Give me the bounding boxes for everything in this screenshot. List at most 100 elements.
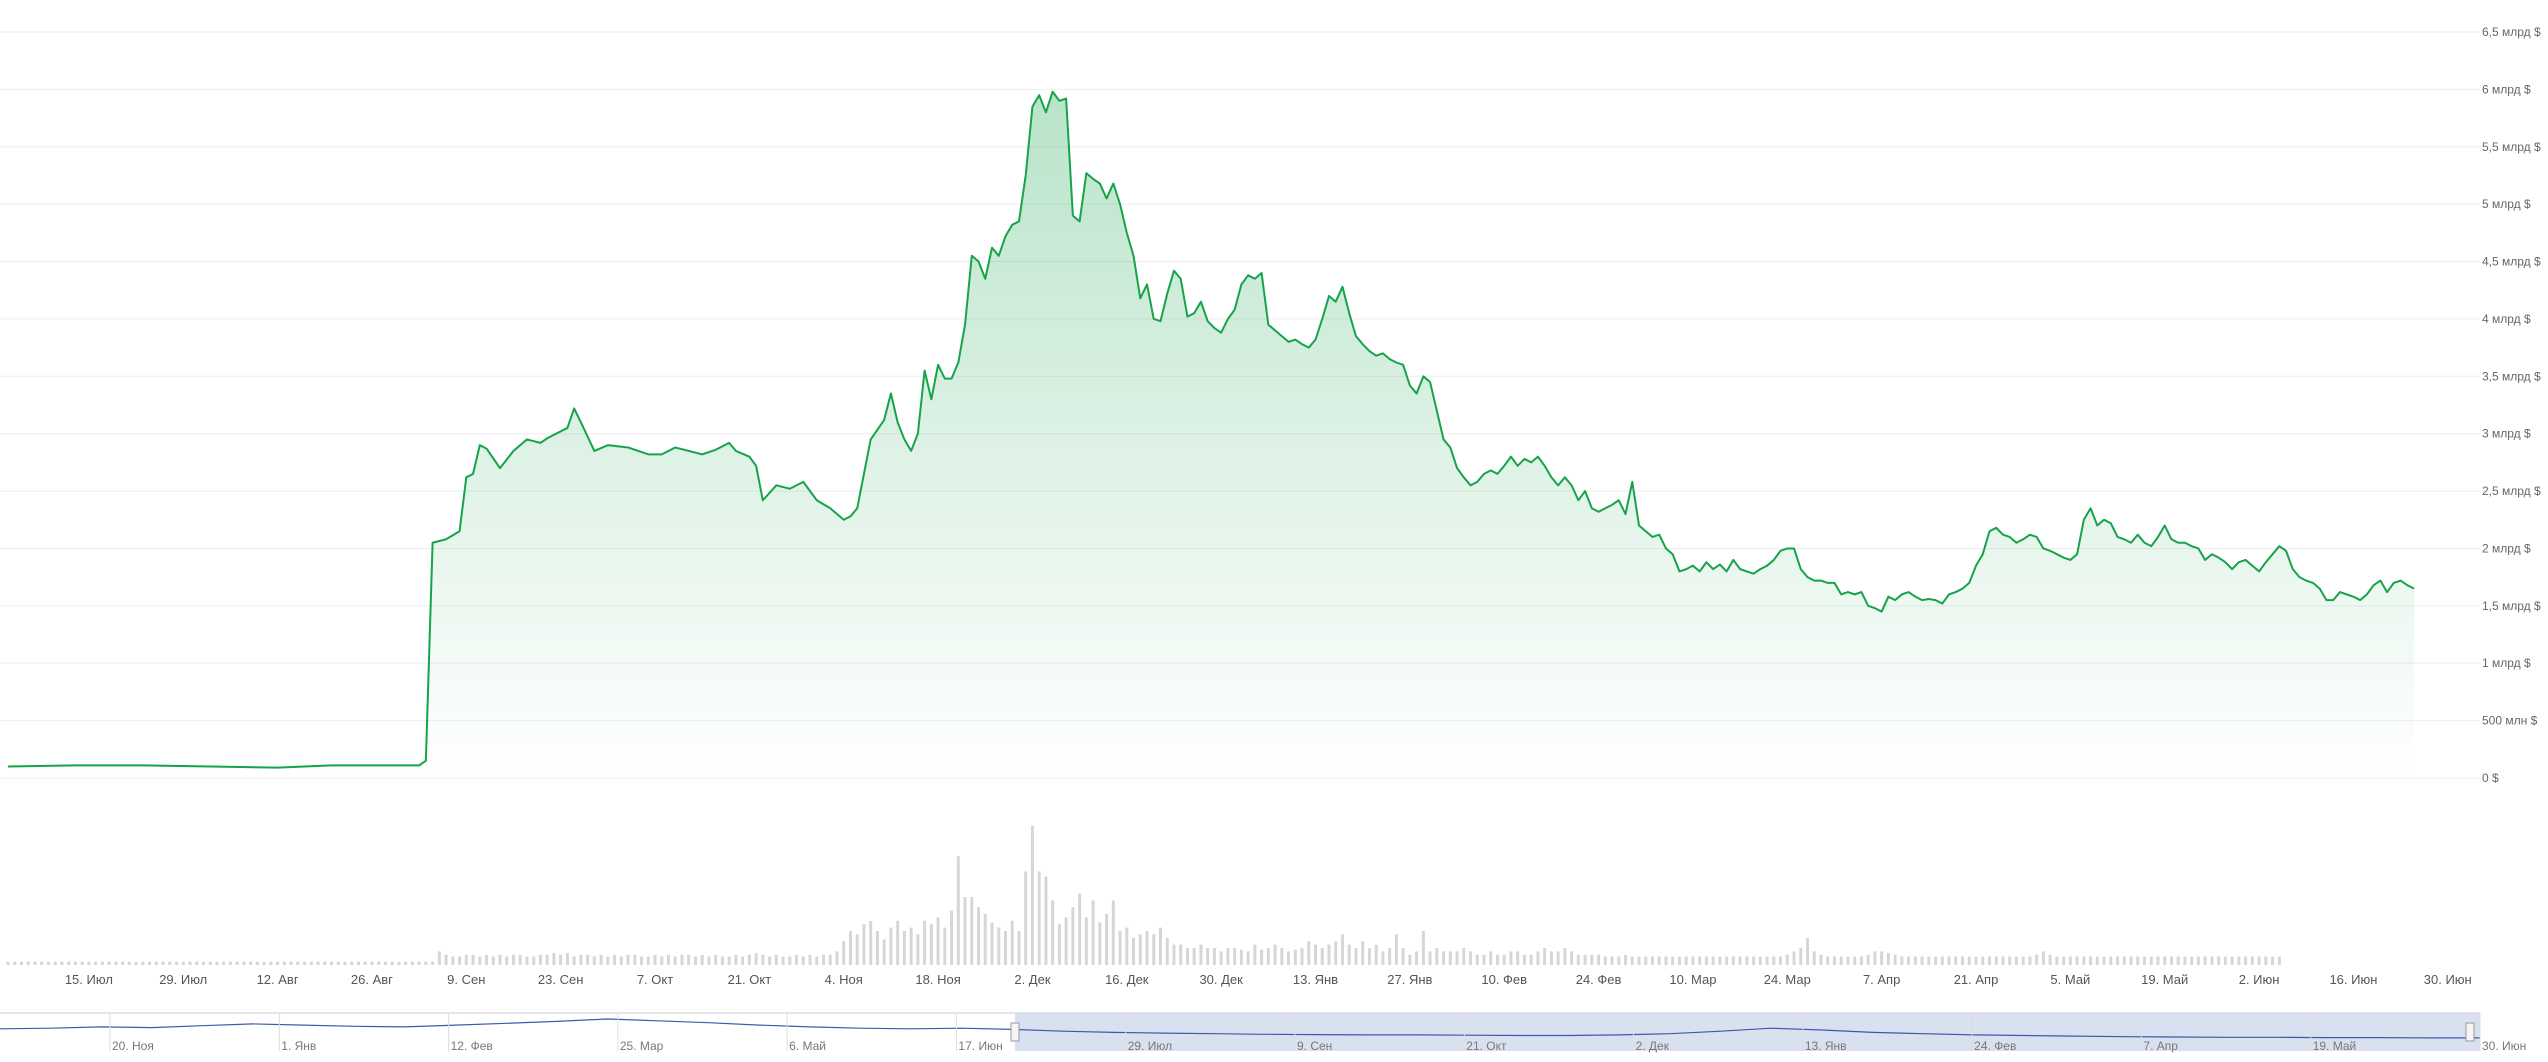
volume-bar — [2230, 956, 2234, 965]
price-area-fill — [8, 91, 2415, 779]
volume-bar — [1347, 944, 1351, 965]
volume-bar — [1462, 948, 1466, 965]
volume-bar — [1287, 951, 1291, 965]
volume-bar — [2062, 956, 2066, 965]
volume-bar — [33, 961, 37, 965]
volume-bar — [2089, 956, 2093, 965]
volume-bar — [1961, 956, 1965, 965]
volume-bar — [289, 961, 293, 965]
volume-bar — [1320, 948, 1324, 965]
volume-bar — [626, 954, 630, 965]
volume-bar — [255, 961, 259, 965]
price-line — [7, 90, 2415, 769]
x-tick-label: 12. Авг — [257, 972, 299, 987]
volume-bar — [383, 961, 387, 965]
volume-bar — [80, 961, 84, 965]
volume-bar — [1940, 956, 1944, 965]
volume-bar — [1583, 954, 1587, 965]
navigator-handle-right[interactable] — [2465, 1022, 2475, 1042]
volume-bar — [1408, 954, 1412, 965]
volume-bar — [2190, 956, 2194, 965]
volume-bar — [1118, 931, 1122, 965]
volume-bar — [1772, 956, 1776, 965]
volume-bar — [815, 956, 819, 965]
volume-bar — [1799, 948, 1803, 965]
volume-bar — [67, 961, 71, 965]
y-tick-label: 6,5 млрд $ — [2482, 25, 2541, 39]
volume-bar — [73, 961, 77, 965]
volume-bar — [1873, 951, 1877, 965]
navigator-label: 19. Май — [2313, 1039, 2357, 1053]
volume-bar — [330, 961, 334, 965]
y-tick-label: 4,5 млрд $ — [2482, 255, 2541, 269]
navigator-handle-left[interactable] — [1010, 1022, 1020, 1042]
volume-bar — [1340, 934, 1344, 965]
volume-bar — [377, 961, 381, 965]
volume-bar — [929, 924, 933, 965]
volume-bar — [761, 954, 765, 965]
volume-bar — [1691, 956, 1695, 965]
volume-bar — [1003, 931, 1007, 965]
volume-bar — [397, 961, 401, 965]
volume-bar — [1253, 944, 1257, 965]
volume-bar — [1428, 951, 1432, 965]
navigator[interactable]: 20. Ноя 1. Янв 12. Фев 25. Мар 6. Май 17. Июн… — [0, 1012, 2526, 1053]
volume-bar — [869, 920, 873, 965]
x-axis: 15. Июл 29. Июл 12. Авг 26. Авг 9. Сен 23. Се… — [65, 972, 2472, 987]
volume-bar — [404, 961, 408, 965]
volume-bar — [1280, 948, 1284, 965]
volume-bar — [2277, 956, 2281, 965]
volume-bar — [1293, 949, 1297, 965]
volume-bar — [720, 956, 724, 965]
volume-bar — [2250, 956, 2254, 965]
volume-bar — [835, 951, 839, 965]
volume-bar — [1192, 948, 1196, 965]
volume-bar — [323, 961, 327, 965]
volume-bar — [26, 961, 30, 965]
volume-bar — [1084, 917, 1088, 965]
volume-bar — [1388, 948, 1392, 965]
volume-bar — [754, 953, 758, 965]
volume-bar — [417, 961, 421, 965]
volume-bar — [2176, 956, 2180, 965]
volume-bar — [586, 954, 590, 965]
volume-bar — [1893, 954, 1897, 965]
volume-bar — [1469, 951, 1473, 965]
volume-bar — [134, 961, 138, 965]
volume-bar — [1125, 927, 1129, 965]
volume-bar — [1327, 944, 1331, 965]
volume-bar — [559, 954, 563, 965]
volume-bar — [1152, 934, 1156, 965]
volume-bar — [1233, 948, 1237, 965]
volume-bar — [862, 924, 866, 965]
volume-bar — [1381, 951, 1385, 965]
volume-bar — [1846, 956, 1850, 965]
volume-bars — [6, 825, 2281, 965]
volume-bar — [1603, 956, 1607, 965]
navigator-label: 6. Май — [789, 1039, 826, 1053]
volume-bar — [1030, 825, 1034, 965]
volume-bar — [734, 954, 738, 965]
volume-bar — [855, 934, 859, 965]
volume-bar — [592, 956, 596, 965]
volume-bar — [148, 961, 152, 965]
volume-bar — [2021, 956, 2025, 965]
volume-bar — [53, 961, 57, 965]
volume-bar — [1307, 941, 1311, 965]
x-tick-label: 7. Апр — [1863, 972, 1900, 987]
volume-bar — [1630, 956, 1634, 965]
x-tick-label: 21. Окт — [728, 972, 772, 987]
volume-bar — [471, 954, 475, 965]
volume-bar — [1057, 924, 1061, 965]
volume-bar — [1967, 956, 1971, 965]
volume-bar — [1273, 944, 1277, 965]
navigator-label: 2. Дек — [1636, 1039, 1670, 1053]
volume-bar — [2055, 956, 2059, 965]
volume-bar — [680, 954, 684, 965]
volume-bar — [363, 961, 367, 965]
volume-bar — [1078, 893, 1082, 965]
volume-bar — [1765, 956, 1769, 965]
volume-bar — [936, 917, 940, 965]
volume-bar — [2203, 956, 2207, 965]
volume-bar — [201, 961, 205, 965]
